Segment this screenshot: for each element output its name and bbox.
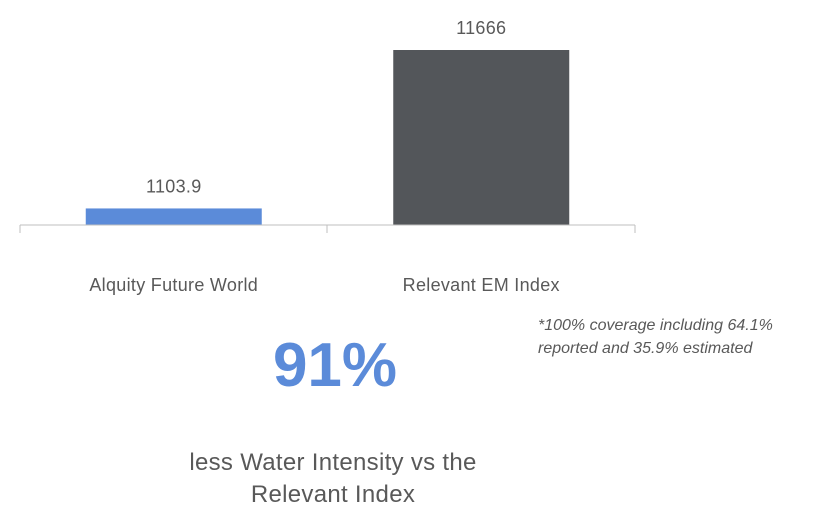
x-tick-label: Alquity Future World	[89, 275, 258, 295]
bar	[85, 208, 262, 225]
data-label: 11666	[456, 18, 506, 38]
reduction-percent: 91%	[272, 331, 398, 400]
data-label: 1103.9	[146, 176, 202, 196]
caption-line-2: Relevant Index	[250, 481, 416, 508]
reduction-caption: less Water Intensity vs the Relevant Ind…	[133, 447, 533, 511]
bar	[393, 50, 570, 225]
x-tick-label: Relevant EM Index	[403, 275, 560, 295]
bar-chart: 1103.9 11666 Alquity Future World Relevant…	[19, 18, 636, 295]
caption-line-1: less Water Intensity vs the	[189, 449, 477, 476]
footnote-line-2: reported and 35.9% estimated	[538, 340, 753, 357]
coverage-footnote: *100% coverage including 64.1% reported …	[538, 314, 833, 360]
footnote-line-1: *100% coverage including 64.1%	[538, 317, 773, 334]
